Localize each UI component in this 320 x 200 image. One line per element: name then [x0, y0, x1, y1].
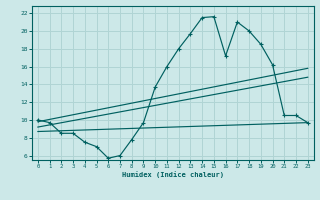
X-axis label: Humidex (Indice chaleur): Humidex (Indice chaleur) — [122, 171, 224, 178]
